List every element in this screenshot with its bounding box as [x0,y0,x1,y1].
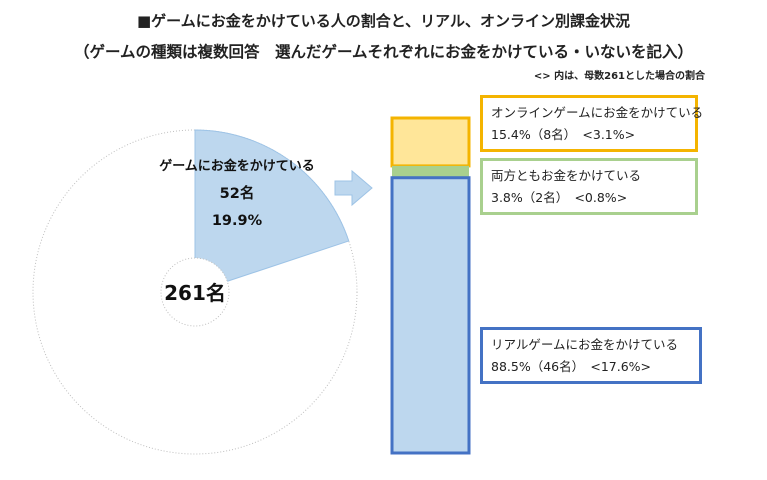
legend-box-both: 両方ともお金をかけている 3.8%（2名） <0.8%> [480,158,698,215]
legend-real-name: リアルゲームにお金をかけている [491,337,679,352]
bar-segment-real [390,176,471,455]
legend-both-name: 両方ともお金をかけている [491,168,642,183]
pie-slice-percent: 19.9% [212,213,263,229]
bar-segment-online [390,116,471,168]
chart-title: ■ゲームにお金をかけている人の割合と、リアル、オンライン別課金状況 [137,12,630,30]
pie-center-hole [160,257,230,327]
pie-slice-label: ゲームにお金をかけている [159,158,315,174]
arrow-icon [334,169,373,207]
chart-subtitle: （ゲームの種類は複数回答 選んだゲームそれぞれにお金をかけている・いないを記入） [73,43,694,61]
pie-total-label: 261名 [164,281,226,305]
chart-note: <> 内は、母数261とした場合の割合 [533,71,705,82]
legend-online-name: オンラインゲームにお金をかけている [491,105,704,120]
legend-real-value: 88.5%（46名） <17.6%> [491,359,652,374]
pie-slice-count: 52名 [220,184,255,202]
legend-box-real: リアルゲームにお金をかけている 88.5%（46名） <17.6%> [480,327,702,384]
legend-online-value: 15.4%（8名） <3.1%> [491,127,636,142]
legend-both-value: 3.8%（2名） <0.8%> [491,190,628,205]
legend-box-online: オンラインゲームにお金をかけている 15.4%（8名） <3.1%> [480,95,704,152]
pie-slice-paying [194,129,350,293]
bar-segment-both [392,165,469,178]
